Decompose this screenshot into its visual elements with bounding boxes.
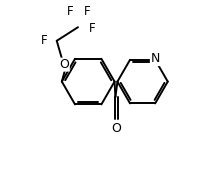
Text: F: F: [41, 34, 47, 47]
Text: O: O: [59, 58, 69, 71]
Text: N: N: [151, 53, 160, 65]
Text: F: F: [84, 5, 91, 18]
Text: F: F: [89, 22, 96, 35]
Text: O: O: [112, 122, 122, 135]
Text: F: F: [67, 5, 74, 18]
